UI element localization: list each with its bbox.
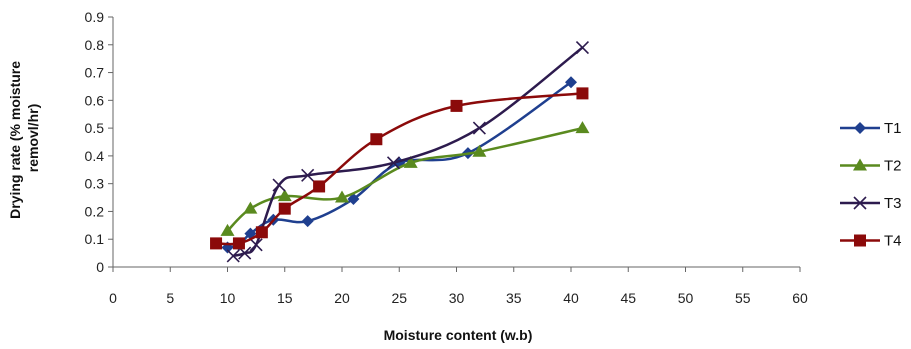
legend-item-t3: T3 [840, 195, 902, 212]
y-tick-label: 0.1 [85, 231, 105, 247]
legend-label-t1: T1 [884, 120, 902, 137]
data-point-t3 [301, 168, 315, 182]
legend-label-t4: T4 [884, 233, 902, 250]
legend-marker-t1 [854, 122, 866, 134]
x-tick-label: 35 [506, 290, 522, 306]
data-point-t3 [575, 40, 590, 55]
legend-item-t2: T2 [840, 158, 902, 175]
data-point-t1 [301, 215, 314, 228]
data-point-t1 [565, 76, 577, 89]
data-point-t3 [249, 238, 263, 252]
data-point-t3 [386, 156, 401, 170]
legend-item-t1: T1 [840, 120, 902, 137]
y-tick-label: 0.4 [85, 148, 105, 164]
x-tick-label: 15 [277, 290, 293, 306]
data-point-t4 [370, 133, 383, 146]
x-tick-label: 40 [563, 290, 579, 306]
series-t1 [221, 76, 577, 254]
series-line-t2 [226, 126, 583, 232]
data-point-t4 [450, 99, 463, 112]
x-tick-label: 20 [334, 290, 350, 306]
data-point-t4 [255, 226, 268, 239]
x-axis-title: Moisture content (w.b) [384, 327, 533, 343]
y-tick-label: 0.5 [85, 120, 105, 136]
data-point-t2 [575, 121, 590, 134]
data-point-t2 [403, 155, 418, 168]
y-tick-label: 0.6 [85, 92, 105, 108]
legend: T1 T2 T3 T4 [840, 120, 902, 250]
legend-label-t2: T2 [884, 158, 902, 175]
data-point-t3 [226, 249, 240, 263]
data-point-t2 [220, 223, 235, 236]
legend-marker-t3 [853, 196, 867, 210]
legend-marker-t2 [853, 158, 867, 171]
data-point-t4 [278, 202, 291, 215]
x-tick-label: 60 [792, 290, 808, 306]
series-line-t3 [232, 46, 584, 258]
series-layer [210, 40, 590, 263]
y-tick-label: 0.9 [85, 9, 105, 25]
y-tick-label: 0.7 [85, 65, 105, 81]
x-tick-label: 25 [391, 290, 407, 306]
data-point-t3 [472, 121, 486, 135]
x-tick-label: 45 [620, 290, 636, 306]
series-t3 [226, 40, 590, 263]
y-tick-label: 0.8 [85, 37, 105, 53]
x-tick-label: 30 [449, 290, 465, 306]
y-tick-label: 0.3 [85, 176, 105, 192]
legend-label-t3: T3 [884, 195, 902, 212]
data-point-t2 [472, 144, 487, 157]
data-point-t4 [210, 237, 223, 250]
y-axis-title: Drying rate (% moisture removl/hr) [7, 57, 41, 219]
legend-item-t4: T4 [840, 233, 902, 250]
x-tick-label: 5 [166, 290, 174, 306]
x-tick-label: 50 [678, 290, 694, 306]
y-axis-title-line-2: removl/hr) [25, 104, 41, 172]
x-tick-label: 55 [735, 290, 751, 306]
y-axis-title-line-1: Drying rate (% moisture [7, 61, 23, 219]
y-tick-label: 0.2 [85, 203, 105, 219]
legend-marker-t4 [854, 234, 866, 247]
data-point-t2 [277, 189, 292, 202]
data-point-t4 [576, 87, 589, 100]
data-point-t3 [272, 178, 286, 192]
x-tick-label: 10 [220, 290, 236, 306]
x-tick-label: 0 [109, 290, 117, 306]
x-axis-ticks: 0 5 10 15 20 25 30 35 40 45 50 55 60 [109, 267, 808, 306]
data-point-t2 [335, 190, 349, 203]
data-point-t4 [232, 237, 245, 250]
y-axis-ticks: 0 0.1 0.2 0.3 0.4 0.5 0.6 0.7 0.8 0.9 [85, 9, 113, 275]
data-point-t2 [243, 201, 258, 214]
data-point-t4 [313, 180, 326, 193]
series-t2 [220, 121, 590, 236]
data-point-t1 [347, 192, 360, 205]
series-t4 [210, 87, 589, 250]
y-tick-label: 0 [96, 259, 104, 275]
